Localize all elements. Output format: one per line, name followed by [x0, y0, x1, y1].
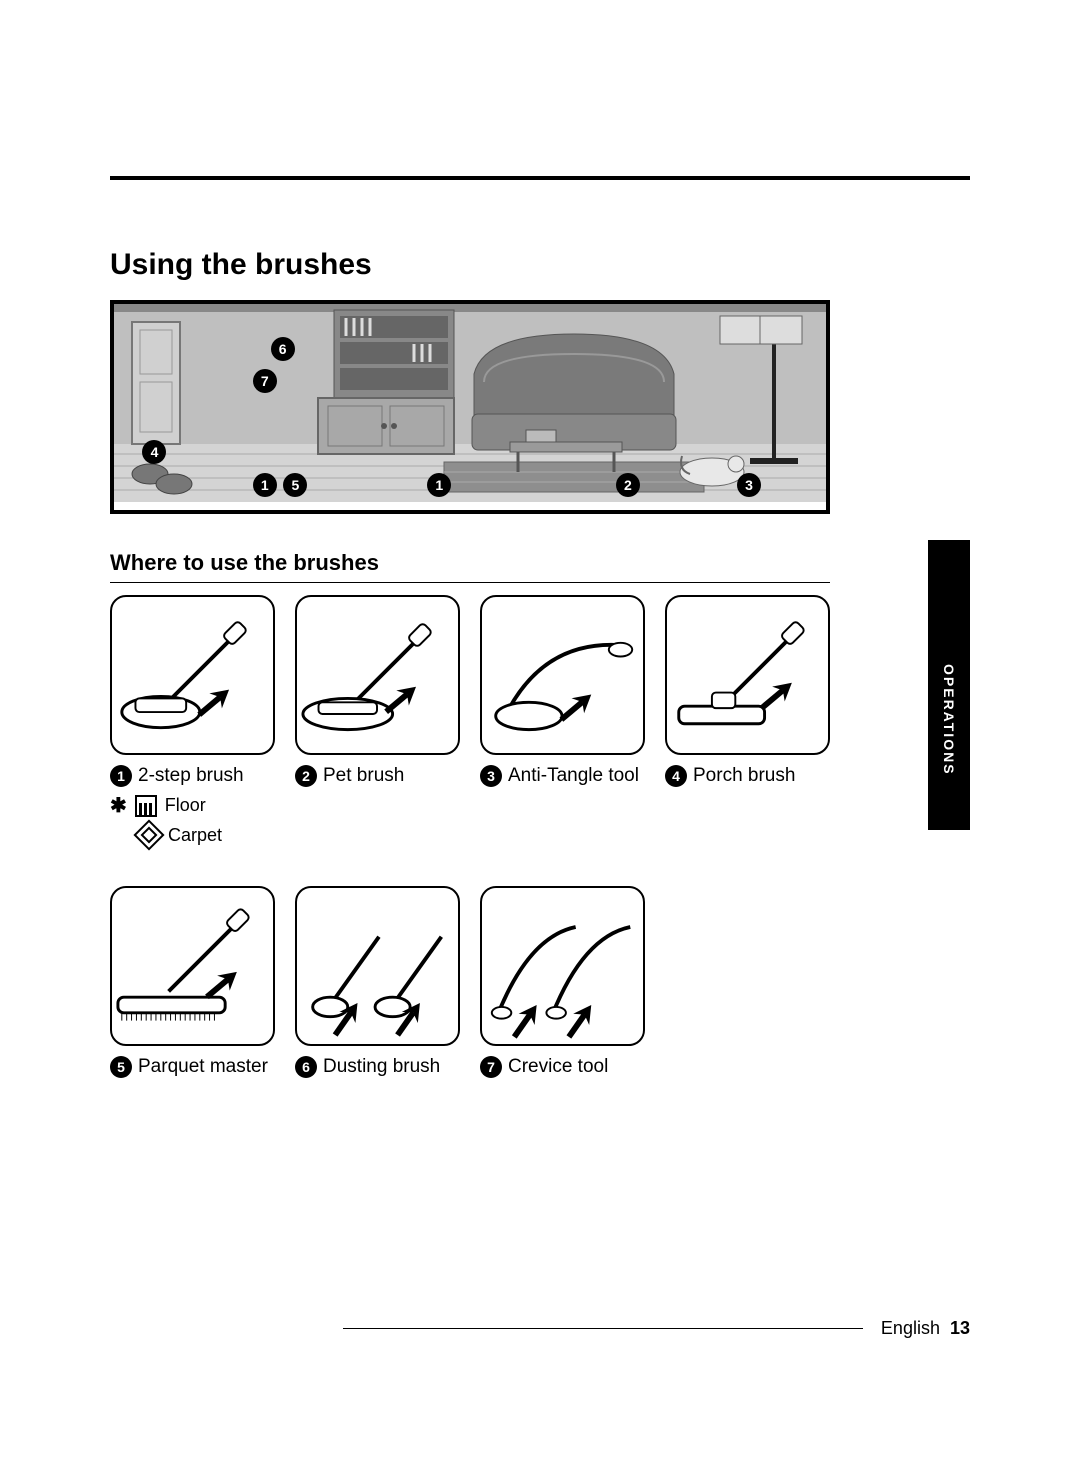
brush-thumbnail	[480, 886, 645, 1046]
manual-page: Using the brushes	[0, 0, 1080, 1479]
brush-number: 3	[480, 765, 502, 787]
room-svg	[114, 304, 826, 502]
brush-thumbnail	[295, 595, 460, 755]
footer-language: English	[881, 1318, 940, 1339]
page-title: Using the brushes	[110, 248, 830, 282]
brush-cell: 6 Dusting brush	[295, 886, 460, 1078]
floor-icon	[135, 795, 157, 817]
footer-rule	[343, 1328, 863, 1329]
brush-thumbnail	[110, 886, 275, 1046]
brush-label: Crevice tool	[508, 1056, 608, 1078]
brush-cell: 5 Parquet master	[110, 886, 275, 1078]
page-footer: English 13	[110, 1318, 970, 1339]
content-area: Using the brushes	[110, 248, 830, 1078]
room-callout: 1	[427, 473, 451, 497]
room-callout: 3	[737, 473, 761, 497]
room-callout: 1	[253, 473, 277, 497]
brush-number: 2	[295, 765, 317, 787]
brush-cell: 3 Anti-Tangle tool	[480, 595, 645, 846]
brush-label: Anti-Tangle tool	[508, 765, 639, 787]
brush-cell: 1 2-step brush ✱ Floor Carpet	[110, 595, 275, 846]
brush-label-row: 4 Porch brush	[665, 765, 830, 787]
brush-label: Parquet master	[138, 1056, 268, 1078]
brush-thumbnail	[295, 886, 460, 1046]
brush-label: Porch brush	[693, 765, 795, 787]
brush-label-row: 1 2-step brush	[110, 765, 275, 787]
side-tab-label: OPERATIONS	[941, 664, 957, 706]
brush-thumbnail	[665, 595, 830, 755]
brush-thumbnail	[110, 595, 275, 755]
brush-label-row: 2 Pet brush	[295, 765, 460, 787]
asterisk-icon: ✱	[110, 793, 127, 818]
brush-label: Pet brush	[323, 765, 404, 787]
brush-cell: 4 Porch brush	[665, 595, 830, 846]
footer-page: 13	[950, 1318, 970, 1339]
brush-number: 4	[665, 765, 687, 787]
subline-text: Floor	[165, 795, 206, 816]
subline-text: Carpet	[168, 825, 222, 846]
brush-subline: ✱ Floor	[110, 793, 275, 818]
carpet-icon	[133, 819, 164, 850]
brush-number: 1	[110, 765, 132, 787]
brush-thumbnail	[480, 595, 645, 755]
brush-number: 7	[480, 1056, 502, 1078]
room-illustration: 67415123	[110, 300, 830, 514]
brush-subline: Carpet	[110, 824, 275, 846]
room-callout: 6	[271, 337, 295, 361]
top-rule	[110, 176, 970, 180]
side-tab: OPERATIONS	[928, 540, 970, 830]
brush-label-row: 7 Crevice tool	[480, 1056, 645, 1078]
room-callout: 2	[616, 473, 640, 497]
brush-label: Dusting brush	[323, 1056, 440, 1078]
brush-label-row: 6 Dusting brush	[295, 1056, 460, 1078]
brush-cell: 7 Crevice tool	[480, 886, 645, 1078]
subtitle-rule	[110, 582, 830, 583]
brush-label: 2-step brush	[138, 765, 244, 787]
brush-label-row: 3 Anti-Tangle tool	[480, 765, 645, 787]
brush-number: 5	[110, 1056, 132, 1078]
brush-cell: 2 Pet brush	[295, 595, 460, 846]
section-subtitle: Where to use the brushes	[110, 550, 830, 576]
brush-label-row: 5 Parquet master	[110, 1056, 275, 1078]
brush-grid: 1 2-step brush ✱ Floor Carpet 2 Pet brush 3…	[110, 595, 830, 1078]
brush-number: 6	[295, 1056, 317, 1078]
room-callout: 7	[253, 369, 277, 393]
